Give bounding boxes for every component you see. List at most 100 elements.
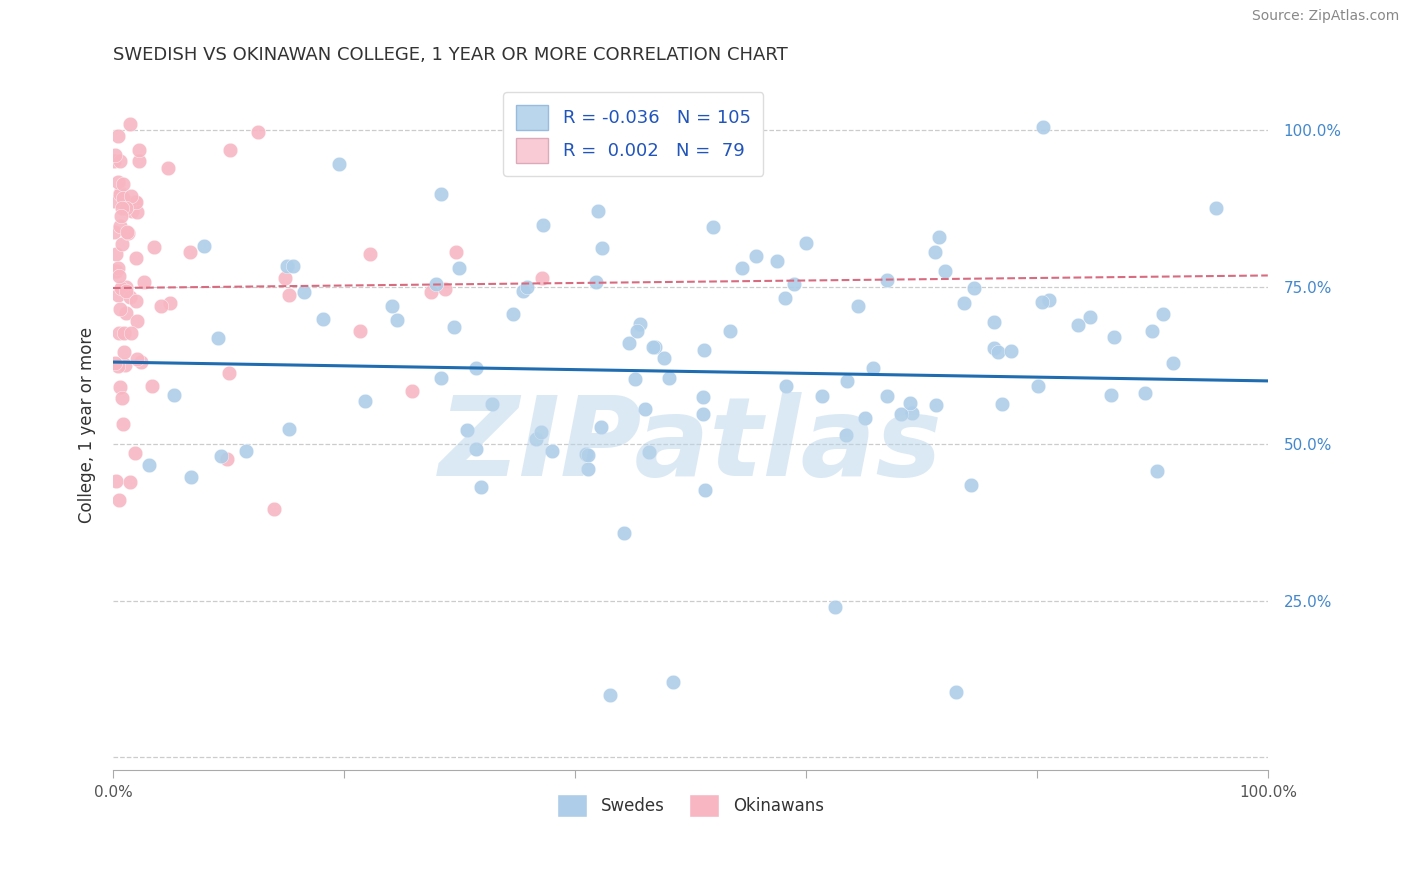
Point	[134, 276, 156, 290]
Point	[278, 422, 301, 436]
Point	[633, 401, 655, 416]
Point	[142, 240, 165, 254]
Point	[125, 195, 148, 210]
Point	[108, 186, 131, 200]
Point	[121, 204, 143, 219]
Point	[328, 156, 350, 170]
Point	[114, 359, 136, 373]
Point	[449, 260, 471, 275]
Point	[278, 288, 301, 302]
Point	[430, 371, 453, 385]
Point	[218, 366, 240, 380]
Point	[108, 187, 131, 202]
Point	[652, 351, 675, 365]
Point	[1067, 318, 1090, 333]
Point	[731, 260, 754, 275]
Point	[530, 270, 553, 285]
Point	[983, 341, 1005, 355]
Point	[112, 326, 135, 340]
Point	[898, 395, 921, 409]
Point	[617, 335, 640, 350]
Point	[693, 483, 716, 497]
Point	[112, 417, 135, 432]
Point	[219, 143, 242, 157]
Point	[1152, 307, 1174, 321]
Point	[104, 356, 127, 370]
Point	[853, 410, 876, 425]
Point	[114, 201, 136, 215]
Point	[115, 226, 138, 240]
Point	[215, 452, 238, 467]
Point	[924, 244, 946, 259]
Point	[125, 251, 148, 265]
Legend: Swedes, Okinawans: Swedes, Okinawans	[550, 787, 831, 824]
Point	[876, 389, 898, 403]
Point	[108, 379, 131, 393]
Point	[1000, 343, 1022, 358]
Point	[990, 397, 1012, 411]
Point	[890, 407, 912, 421]
Point	[848, 299, 870, 313]
Point	[125, 294, 148, 309]
Point	[433, 282, 456, 296]
Point	[624, 372, 647, 386]
Point	[1038, 293, 1060, 308]
Point	[783, 277, 806, 291]
Point	[104, 148, 127, 162]
Point	[128, 143, 150, 157]
Point	[112, 345, 135, 359]
Point	[108, 268, 131, 283]
Point	[626, 324, 648, 338]
Point	[531, 218, 554, 232]
Point	[180, 470, 202, 484]
Point	[512, 284, 534, 298]
Point	[114, 202, 136, 216]
Point	[103, 194, 125, 208]
Point	[107, 175, 129, 189]
Point	[209, 449, 232, 463]
Point	[1135, 385, 1157, 400]
Point	[281, 259, 304, 273]
Point	[810, 389, 832, 403]
Point	[141, 378, 163, 392]
Point	[103, 154, 125, 169]
Point	[586, 204, 609, 219]
Point	[104, 246, 127, 260]
Point	[658, 371, 681, 385]
Point	[575, 447, 598, 461]
Point	[1205, 202, 1227, 216]
Point	[107, 261, 129, 276]
Point	[127, 352, 149, 367]
Point	[111, 237, 134, 252]
Point	[110, 209, 132, 223]
Point	[1078, 310, 1101, 324]
Point	[425, 277, 447, 291]
Point	[541, 443, 564, 458]
Point	[576, 448, 599, 462]
Point	[444, 245, 467, 260]
Point	[628, 317, 651, 331]
Point	[987, 344, 1010, 359]
Point	[837, 374, 859, 388]
Point	[354, 393, 377, 408]
Point	[349, 324, 371, 338]
Point	[662, 675, 685, 690]
Point	[118, 197, 141, 211]
Point	[599, 688, 621, 702]
Point	[766, 253, 789, 268]
Point	[103, 225, 125, 239]
Point	[443, 319, 465, 334]
Point	[105, 475, 128, 489]
Point	[150, 299, 173, 313]
Point	[953, 296, 976, 310]
Point	[110, 281, 132, 295]
Point	[108, 154, 131, 169]
Text: SWEDISH VS OKINAWAN COLLEGE, 1 YEAR OR MORE CORRELATION CHART: SWEDISH VS OKINAWAN COLLEGE, 1 YEAR OR M…	[112, 46, 787, 64]
Point	[1026, 379, 1049, 393]
Point	[928, 229, 950, 244]
Point	[456, 423, 478, 437]
Point	[1102, 330, 1125, 344]
Point	[114, 280, 136, 294]
Point	[773, 291, 796, 305]
Point	[502, 307, 524, 321]
